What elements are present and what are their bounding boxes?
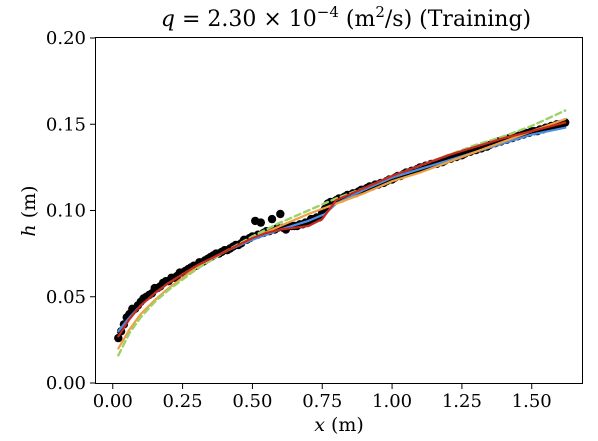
x-tick-label: 0.25 bbox=[163, 391, 203, 412]
observed-point bbox=[114, 333, 123, 343]
fit-curve-line bbox=[117, 118, 567, 350]
x-axis-label: x (m) bbox=[314, 414, 364, 436]
fit-curve-dashed bbox=[117, 109, 567, 357]
observed-point bbox=[256, 218, 265, 227]
x-tick-label: 0.50 bbox=[232, 391, 272, 412]
title-exponent: −4 bbox=[317, 3, 339, 21]
y-axis-unit: (m) bbox=[18, 185, 40, 224]
chart-title: q = 2.30 × 10−4 (m2/s) (Training) bbox=[161, 3, 531, 32]
y-tick-label: 0.15 bbox=[46, 114, 86, 135]
x-tick-label: 1.50 bbox=[512, 391, 552, 412]
title-unit-close: /s) (Training) bbox=[385, 7, 531, 32]
y-tick-label: 0.00 bbox=[46, 373, 86, 394]
observed-point bbox=[276, 209, 285, 219]
fit-curve-line bbox=[117, 126, 567, 333]
title-unit-open: (m bbox=[339, 7, 376, 32]
x-tick-label: 1.00 bbox=[372, 391, 412, 412]
x-tick-label: 0.00 bbox=[93, 391, 133, 412]
x-axis-unit: (m) bbox=[325, 414, 364, 436]
y-tick-label: 0.20 bbox=[46, 28, 86, 49]
x-axis-variable: x bbox=[314, 414, 325, 436]
title-variable: q bbox=[161, 7, 175, 32]
x-tick-label: 1.25 bbox=[442, 391, 482, 412]
x-axis: 0.00 0.25 0.50 0.75 1.00 1.25 1.50 bbox=[93, 383, 552, 412]
fit-curve-line bbox=[117, 121, 567, 338]
observed-point bbox=[267, 214, 277, 224]
y-axis-variable: h bbox=[18, 224, 40, 236]
plot-frame bbox=[95, 37, 583, 384]
y-axis-label: h (m) bbox=[18, 185, 40, 236]
y-tick-label: 0.10 bbox=[46, 201, 86, 222]
title-equation: = 2.30 × 10 bbox=[175, 7, 317, 32]
title-unit-superscript: 2 bbox=[375, 3, 385, 21]
y-tick-label: 0.05 bbox=[46, 287, 86, 308]
y-axis: 0.00 0.05 0.10 0.15 0.20 bbox=[46, 28, 96, 394]
plot-area bbox=[114, 109, 570, 357]
x-tick-label: 0.75 bbox=[302, 391, 342, 412]
